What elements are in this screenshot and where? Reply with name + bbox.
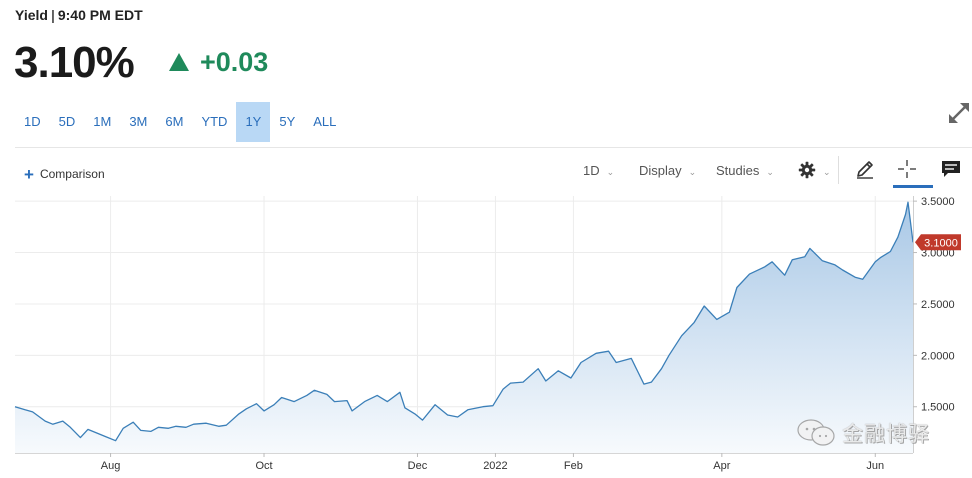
series-line <box>14 201 914 442</box>
x-tick-label: Dec <box>408 460 428 472</box>
range-tab-6m[interactable]: 6M <box>165 114 184 129</box>
last-value-label: 3.1000 <box>924 237 958 249</box>
price-change-value: +0.03 <box>200 46 269 77</box>
chevron-down-icon: ⌄ <box>688 166 697 177</box>
chat-bubbles-icon <box>797 419 835 446</box>
range-tab-ytd[interactable]: YTD <box>201 114 228 129</box>
series-area <box>15 202 913 453</box>
quote-time: 9:40 PM EDT <box>57 7 143 23</box>
plus-icon: + <box>24 164 34 184</box>
add-comparison-button[interactable]: + Comparison <box>24 164 105 184</box>
gear-icon <box>798 161 816 179</box>
crosshair-icon[interactable] <box>896 158 918 180</box>
x-tick-label: Apr <box>713 460 730 472</box>
header-separator: | <box>50 7 55 23</box>
comment-icon[interactable] <box>940 158 962 180</box>
y-tick-label: 2.5000 <box>921 299 955 311</box>
quote-header-label: Yield | 9:40 PM EDT <box>15 7 143 23</box>
interval-label: 1D <box>583 162 600 178</box>
toolbar-separator <box>838 156 839 184</box>
y-tick-label: 3.0000 <box>921 248 955 260</box>
display-dropdown[interactable]: Display ⌄ <box>639 160 696 180</box>
expand-arrows-icon[interactable] <box>946 100 972 126</box>
studies-label: Studies <box>716 162 760 178</box>
range-tab-all[interactable]: ALL <box>313 114 337 129</box>
settings-dropdown[interactable]: ⌄ <box>798 160 831 180</box>
y-tick-label: 1.5000 <box>921 402 955 414</box>
active-tool-indicator <box>893 185 933 188</box>
last-price: 3.10% <box>14 38 135 87</box>
y-tick-label: 2.0000 <box>921 350 955 362</box>
x-tick-label: Jun <box>866 460 884 472</box>
studies-dropdown[interactable]: Studies ⌄ <box>716 160 774 180</box>
x-tick-label: 2022 <box>483 460 507 472</box>
chevron-down-icon: ⌄ <box>606 166 615 177</box>
price-change: +0.03 <box>168 46 268 78</box>
range-tab-5d[interactable]: 5D <box>58 114 76 129</box>
watermark-logo: 金融博驿 <box>796 418 930 448</box>
range-tabs: 1D 5D 1M 3M 6M YTD 1Y 5Y ALL <box>15 102 345 142</box>
chevron-down-icon: ⌄ <box>766 166 774 177</box>
quote-type-label: Yield <box>15 7 48 23</box>
range-tab-1d[interactable]: 1D <box>24 114 41 129</box>
comparison-label: Comparison <box>39 167 105 181</box>
toolbar-divider <box>15 147 972 148</box>
interval-dropdown[interactable]: 1D ⌄ <box>583 160 614 180</box>
pencil-icon[interactable] <box>854 158 876 180</box>
chevron-down-icon: ⌄ <box>823 166 831 177</box>
display-label: Display <box>639 162 682 178</box>
x-tick-label: Oct <box>255 460 272 472</box>
range-tab-1m[interactable]: 1M <box>93 114 112 129</box>
range-tab-3m[interactable]: 3M <box>129 114 148 129</box>
y-tick-label: 3.5000 <box>921 196 955 208</box>
x-tick-label: Aug <box>101 460 121 472</box>
x-tick-label: Feb <box>564 460 583 472</box>
last-value-flag <box>915 234 961 251</box>
range-tab-1y[interactable]: 1Y <box>236 102 271 142</box>
triangle-up-icon <box>169 53 189 71</box>
range-tab-5y[interactable]: 5Y <box>279 114 296 129</box>
